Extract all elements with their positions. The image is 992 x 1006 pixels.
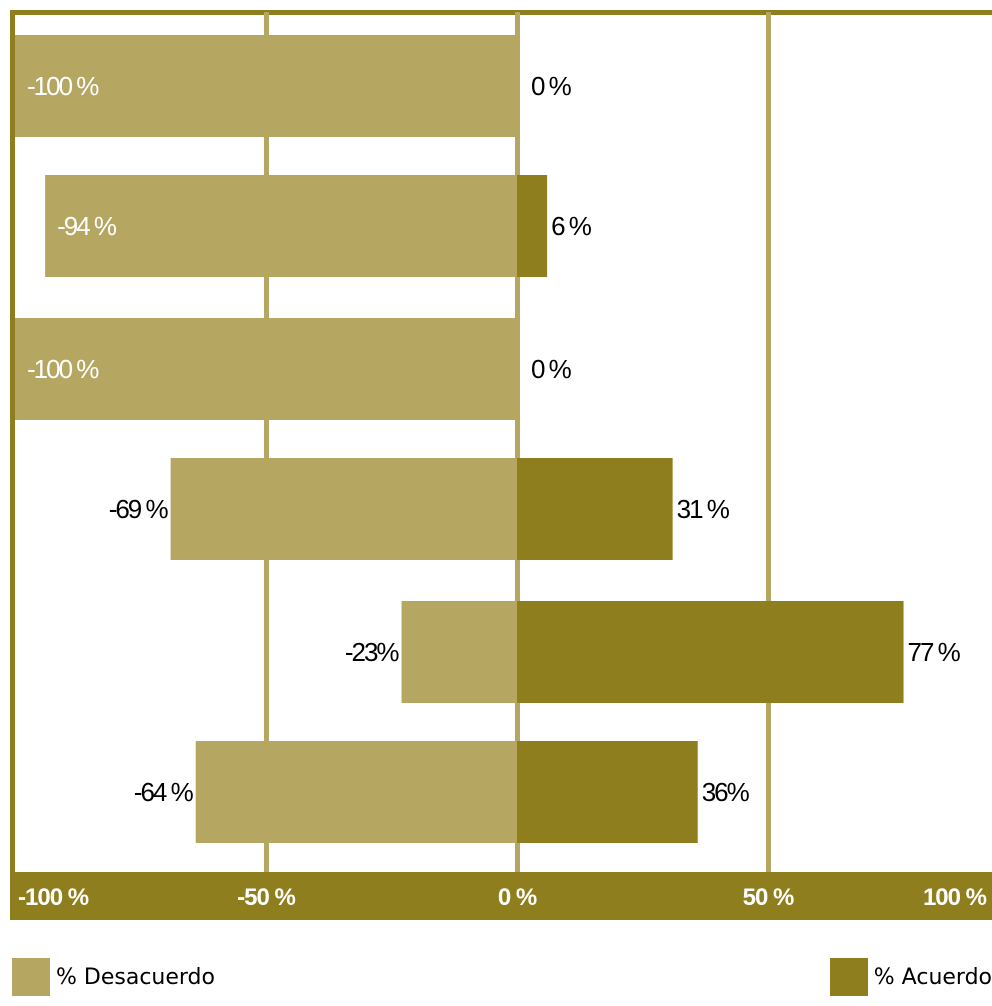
x-tick-label-2: 0 % xyxy=(498,884,537,911)
x-tick-label-0: -100 % xyxy=(18,884,89,911)
bar-label-desacuerdo-0: -100 % xyxy=(27,71,99,101)
bar-label-acuerdo-0: 0 % xyxy=(531,71,572,101)
gridline-2 xyxy=(515,12,520,872)
legend-acuerdo: % Acuerdo xyxy=(829,958,992,996)
bar-desacuerdo-3 xyxy=(170,458,517,560)
legend-swatch-desacuerdo xyxy=(12,958,50,996)
plot-left-border xyxy=(10,10,15,872)
bar-desacuerdo-2 xyxy=(15,318,517,420)
bar-label-desacuerdo-5: -64 % xyxy=(134,777,194,807)
x-axis-band xyxy=(10,872,992,920)
x-tick-label-1: -50 % xyxy=(237,884,295,911)
bar-desacuerdo-5 xyxy=(195,741,517,843)
bar-desacuerdo-4 xyxy=(401,601,517,703)
gridline-3 xyxy=(766,12,771,872)
bar-label-acuerdo-1: 6 % xyxy=(551,211,592,241)
legend-label-desacuerdo: % Desacuerdo xyxy=(56,964,215,990)
bar-acuerdo-1 xyxy=(517,175,548,277)
legend-swatch-acuerdo xyxy=(829,958,868,996)
bar-label-acuerdo-3: 31 % xyxy=(677,494,730,524)
chart: -100 % 0 % -94 % 6 % -100 % 0 % -69 % 31 % -23% 7… xyxy=(10,10,992,920)
bar-label-acuerdo-2: 0 % xyxy=(531,354,572,384)
bar-label-desacuerdo-2: -100 % xyxy=(27,354,99,384)
gridline-1 xyxy=(264,12,269,872)
plot-top-border xyxy=(10,10,992,15)
bar-desacuerdo-0 xyxy=(15,35,517,137)
bar-acuerdo-3 xyxy=(517,458,673,560)
bar-acuerdo-5 xyxy=(517,741,698,843)
x-tick-label-3: 50 % xyxy=(743,884,794,911)
legend-desacuerdo: % Desacuerdo xyxy=(12,958,215,996)
bar-label-desacuerdo-1: -94 % xyxy=(57,211,117,241)
bar-label-acuerdo-4: 77 % xyxy=(908,637,961,667)
x-tick-label-4: 100 % xyxy=(923,884,987,911)
bar-acuerdo-4 xyxy=(517,601,904,703)
bar-label-desacuerdo-4: -23% xyxy=(345,637,400,667)
bar-label-acuerdo-5: 36% xyxy=(702,777,750,807)
legend-label-acuerdo: % Acuerdo xyxy=(873,964,992,990)
bar-label-desacuerdo-3: -69 % xyxy=(109,494,169,524)
bar-desacuerdo-1 xyxy=(45,175,518,277)
